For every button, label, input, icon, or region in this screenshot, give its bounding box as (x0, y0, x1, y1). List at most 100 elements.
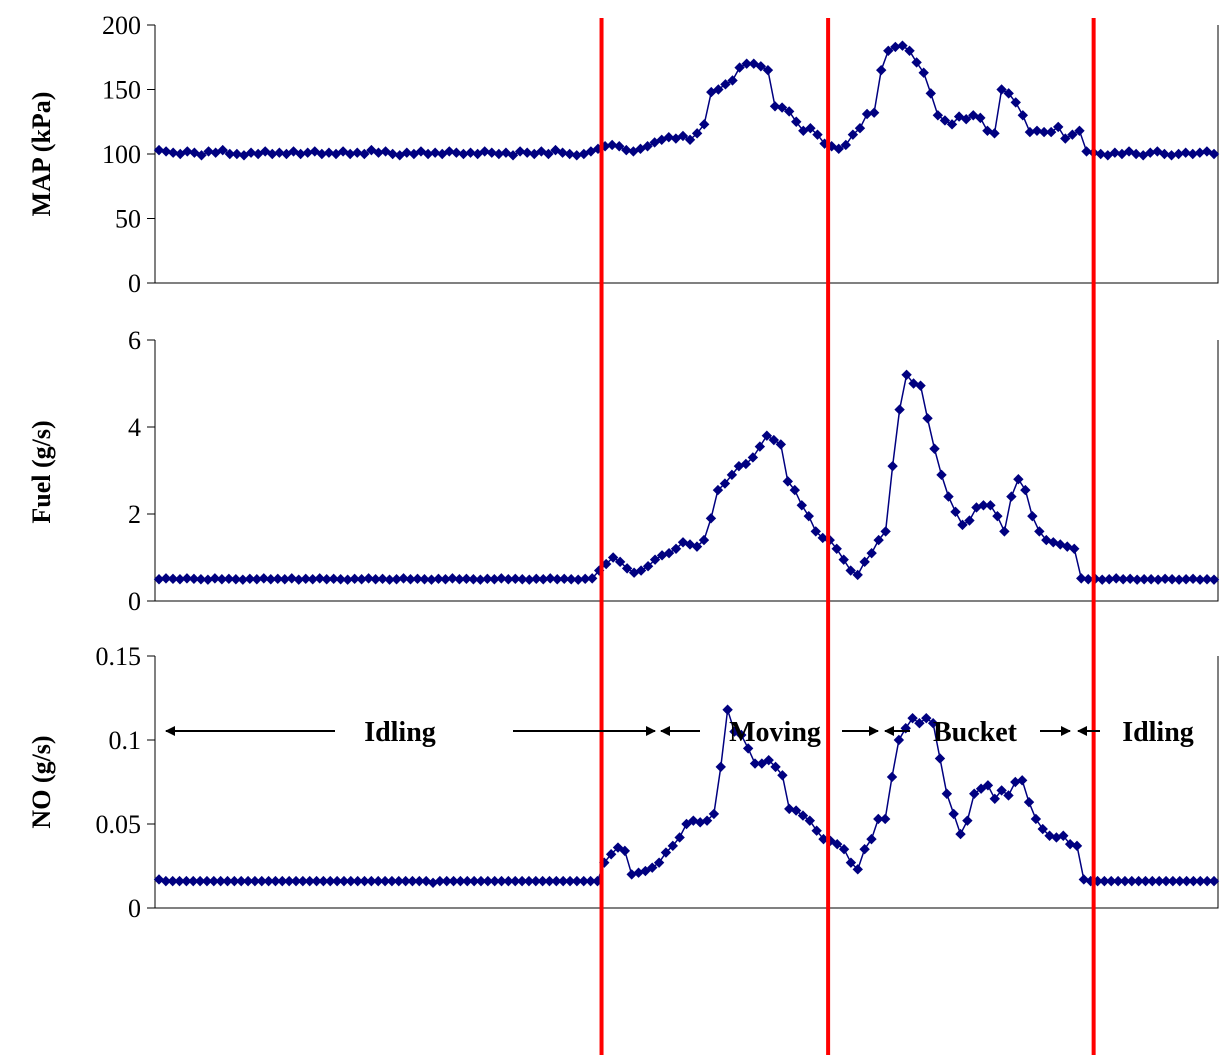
fuel-data-point (817, 532, 828, 544)
no-data-point (242, 875, 254, 887)
no-data-point (1201, 875, 1213, 887)
map-data-point (677, 130, 689, 142)
no-data-point (1140, 875, 1151, 887)
fuel-data-point (293, 574, 304, 585)
fuel-data-point (1055, 539, 1066, 550)
map-data-point (720, 79, 731, 90)
map-data-point (543, 148, 554, 160)
fuel-data-point (859, 556, 870, 568)
map-data-point (968, 110, 979, 121)
fuel-data-point (426, 574, 437, 585)
no-data-point (962, 815, 973, 826)
fuel-data-point (957, 519, 968, 531)
no-data-point (1188, 875, 1199, 887)
no-data-point (736, 729, 747, 741)
no-data-point (763, 754, 774, 766)
map-data-point (224, 148, 236, 160)
fuel-data-point (1013, 474, 1024, 485)
map-data-point (550, 144, 561, 156)
no-data-point (1030, 813, 1042, 825)
fuel-data-point (384, 574, 395, 585)
map-y-axis-label: MAP (kPa) (27, 92, 56, 217)
fuel-data-point (873, 534, 884, 546)
no-data-point (201, 875, 213, 887)
fuel-data-point (1069, 543, 1080, 554)
map-data-point (1159, 148, 1170, 160)
fuel-data-point (216, 574, 228, 585)
no-data-point (667, 840, 678, 852)
fuel-data-point (209, 573, 221, 584)
fuel-data-point (153, 574, 165, 585)
fuel-data-point (1138, 574, 1150, 585)
map-data-point (153, 144, 165, 156)
no-data-point (222, 875, 233, 887)
fuel-data-point (1159, 573, 1171, 585)
no-data-point (797, 810, 809, 821)
map-data-point (960, 113, 972, 125)
no-y-tick-label: 0.15 (96, 642, 142, 671)
fuel-data-point (880, 526, 891, 537)
map-data-point (479, 146, 490, 157)
no-data-point (955, 828, 966, 840)
fuel-data-point (230, 574, 242, 585)
map-data-point (160, 146, 172, 157)
no-data-point (530, 875, 541, 887)
no-data-point (503, 875, 514, 887)
fuel-data-point (908, 378, 919, 389)
map-data-point (252, 148, 264, 160)
no-data-point (462, 875, 473, 887)
map-data-point (606, 139, 618, 151)
map-data-point (217, 144, 228, 156)
fuel-chart: Fuel (g/s) 0 2 4 6 (27, 326, 1220, 616)
no-data-point (1078, 874, 1090, 885)
fuel-data-point (1201, 574, 1213, 585)
fuel-y-tick-label: 4 (128, 413, 141, 442)
no-data-point (270, 875, 281, 887)
fuel-data-point (852, 569, 863, 581)
no-data-point (557, 875, 569, 887)
fuel-data-point (1166, 574, 1178, 585)
no-data-point (907, 712, 918, 724)
fuel-data-point (447, 573, 458, 584)
map-data-point (755, 61, 767, 72)
map-data-point (1187, 148, 1198, 160)
fuel-data-point (272, 573, 283, 585)
no-data-point (626, 869, 637, 880)
fuel-data-point (796, 500, 807, 511)
no-data-point (311, 875, 322, 887)
map-data-point (1095, 148, 1106, 160)
map-data-point (684, 134, 696, 146)
fuel-data-point (663, 547, 675, 559)
map-data-point (429, 147, 441, 158)
fuel-data-point (181, 573, 193, 584)
fuel-data-point (461, 573, 472, 585)
no-data-point (777, 770, 788, 781)
no-data-point (434, 875, 446, 887)
phase-label-bucket: Bucket (933, 717, 1018, 748)
map-data-point (557, 147, 568, 158)
no-data-point (277, 875, 288, 887)
fuel-data-point (251, 574, 263, 585)
no-data-point (969, 788, 980, 799)
no-data-point (290, 875, 302, 887)
map-data-point (783, 106, 795, 117)
no-data-point (811, 825, 822, 836)
map-data-point (444, 146, 455, 157)
map-data-point (805, 123, 816, 134)
no-data-point (325, 875, 336, 887)
fuel-data-point (307, 574, 318, 585)
fuel-data-point (1006, 491, 1017, 502)
fuel-data-point (740, 458, 752, 470)
no-data-point (318, 875, 329, 887)
map-y-tick-label: 50 (115, 205, 141, 234)
no-data-point (873, 813, 884, 825)
fuel-data-point (803, 510, 814, 522)
no-data-point (585, 875, 596, 887)
fuel-data-point (335, 574, 346, 585)
map-data-point (387, 148, 398, 160)
fuel-data-point (349, 573, 360, 585)
no-data-point (551, 875, 562, 887)
no-data-point (1071, 840, 1083, 852)
no-data-point (188, 875, 199, 887)
map-data-point (1173, 148, 1184, 160)
